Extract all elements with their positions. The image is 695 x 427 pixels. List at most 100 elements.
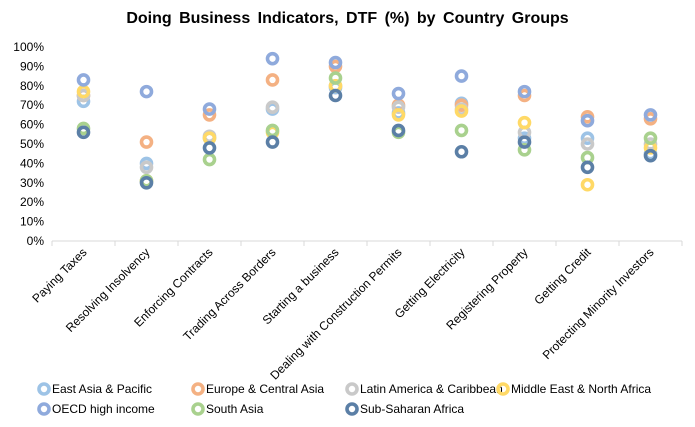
data-point	[391, 123, 406, 138]
data-point-ring	[265, 135, 280, 149]
y-tick-label: 80%	[20, 79, 44, 93]
data-point-ring	[202, 108, 217, 122]
data-point	[139, 160, 154, 175]
x-category-label: Dealing with Construction Permits	[267, 245, 404, 382]
data-point	[580, 113, 595, 128]
data-point	[328, 71, 343, 85]
data-point	[328, 55, 343, 70]
data-point-ring	[454, 104, 469, 118]
y-tick-label: 10%	[20, 215, 44, 229]
legend-label: South Asia	[206, 402, 264, 416]
x-category-label: Getting Credit	[531, 245, 594, 308]
data-point-ring	[391, 100, 406, 114]
legend-label: OECD high income	[52, 402, 155, 416]
data-point-ring	[643, 108, 658, 122]
data-point	[202, 108, 217, 122]
data-point	[391, 100, 406, 114]
data-point	[580, 137, 595, 151]
legend-marker-ring	[37, 402, 51, 416]
data-point	[265, 73, 280, 87]
data-point-ring	[643, 148, 658, 163]
legend-label: Sub-Saharan Africa	[360, 402, 464, 416]
data-point	[580, 131, 595, 145]
data-point-ring	[265, 123, 280, 138]
data-point	[517, 115, 532, 130]
y-tick-label: 20%	[20, 195, 44, 209]
y-tick-label: 40%	[20, 156, 44, 170]
data-point	[265, 100, 280, 114]
legend-layer: East Asia & Pacific Europe & Central Asia…	[37, 382, 651, 416]
data-point	[391, 108, 406, 122]
data-point	[643, 131, 658, 145]
data-point-ring	[454, 144, 469, 159]
data-point-ring	[76, 73, 91, 87]
points-layer	[76, 51, 658, 192]
data-point-ring	[202, 152, 217, 167]
axes-layer: 0% 10% 20% 30% 40% 50% 60% 70% 80% 90% 100% Paying …	[13, 40, 683, 382]
data-point-ring	[580, 137, 595, 151]
y-tick-label: 50%	[20, 137, 44, 151]
legend-label: Europe & Central Asia	[206, 382, 324, 396]
legend-marker-ring	[191, 402, 205, 416]
data-point-ring	[139, 160, 154, 175]
legend-marker	[37, 382, 51, 396]
data-point	[76, 125, 91, 140]
y-tick-label: 70%	[20, 98, 44, 112]
data-point	[643, 148, 658, 163]
x-category-label: Protecting Minority Investors	[540, 245, 657, 362]
legend-label: Latin America & Caribbean	[360, 382, 503, 396]
chart-title: Doing Business Indicators, DTF (%) by Co…	[126, 10, 569, 27]
data-point-ring	[517, 115, 532, 130]
data-point	[202, 141, 217, 155]
y-tick-label: 0%	[27, 234, 45, 248]
y-tick-label: 90%	[20, 59, 44, 73]
data-point-ring	[265, 73, 280, 87]
x-category-label: Paying Taxes	[29, 245, 89, 305]
legend-marker-ring	[37, 382, 51, 396]
legend-marker	[345, 382, 359, 396]
legend-marker-ring	[191, 382, 205, 396]
data-point-ring	[328, 88, 343, 103]
data-point	[328, 88, 343, 103]
data-point	[517, 135, 532, 149]
legend-label: Middle East & North Africa	[511, 382, 651, 396]
legend-marker	[191, 402, 205, 416]
data-point-ring	[202, 102, 217, 116]
data-point	[265, 123, 280, 138]
legend-label: East Asia & Pacific	[52, 382, 152, 396]
data-point	[139, 84, 154, 99]
legend-marker	[191, 382, 205, 396]
data-point-ring	[139, 135, 154, 149]
legend-marker	[345, 402, 359, 416]
legend-marker-ring	[496, 382, 510, 396]
data-point	[76, 73, 91, 87]
data-point-ring	[391, 86, 406, 101]
legend-marker	[37, 402, 51, 416]
data-point-ring	[265, 51, 280, 66]
data-point-ring	[580, 113, 595, 128]
data-point	[454, 123, 469, 138]
data-point	[580, 160, 595, 175]
legend-marker-ring	[345, 382, 359, 396]
data-point-ring	[265, 100, 280, 114]
data-point	[139, 176, 154, 190]
data-point	[454, 104, 469, 118]
data-point	[580, 177, 595, 192]
y-tick-label: 100%	[13, 40, 44, 54]
data-point	[202, 152, 217, 167]
data-point-ring	[202, 141, 217, 155]
data-point-ring	[643, 131, 658, 145]
data-point	[454, 69, 469, 83]
data-point	[202, 102, 217, 116]
legend-marker-ring	[345, 402, 359, 416]
data-point-ring	[328, 55, 343, 70]
data-point-ring	[76, 125, 91, 140]
data-point	[265, 51, 280, 66]
data-point-ring	[454, 69, 469, 83]
data-point-ring	[391, 108, 406, 122]
data-point	[643, 108, 658, 122]
data-point	[454, 144, 469, 159]
legend-marker	[496, 382, 510, 396]
